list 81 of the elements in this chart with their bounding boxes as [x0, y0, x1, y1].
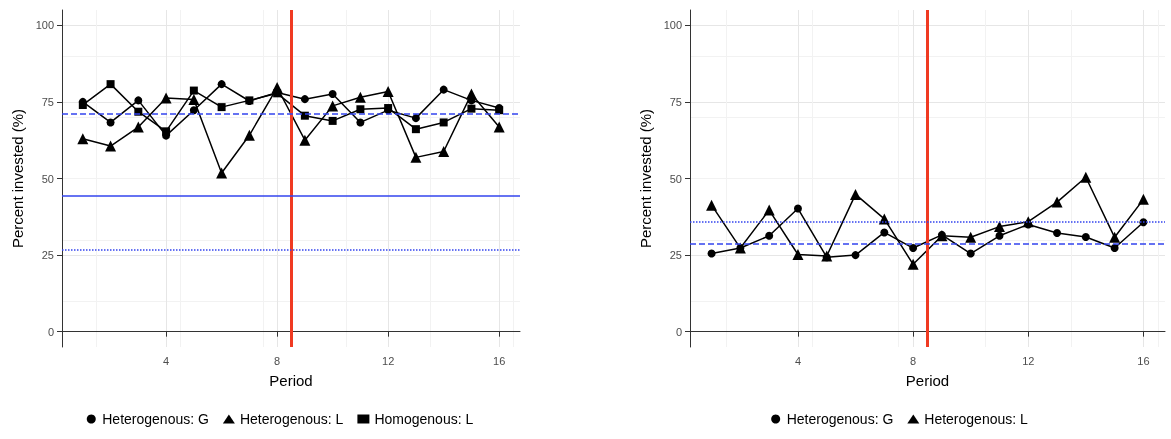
point — [1080, 171, 1092, 183]
x-tick-label: 8 — [910, 354, 917, 367]
y-tick-label: 50 — [669, 172, 682, 185]
x-tick-label: 16 — [1137, 354, 1150, 367]
legend-label: Heterogenous: G — [786, 411, 894, 427]
point — [327, 100, 339, 112]
point — [189, 86, 198, 95]
y-tick-label: 100 — [35, 19, 54, 32]
point — [243, 129, 255, 141]
y-tick-label: 100 — [663, 19, 682, 32]
point — [354, 91, 366, 103]
point — [105, 140, 117, 152]
y-tick-label: 75 — [41, 95, 54, 108]
point — [106, 80, 115, 89]
x-axis-title: Period — [905, 372, 950, 389]
point — [995, 231, 1004, 240]
point — [438, 146, 450, 158]
point — [493, 121, 505, 133]
point — [765, 231, 774, 240]
point — [411, 114, 420, 123]
point — [188, 93, 200, 105]
x-tick-label: 12 — [382, 354, 395, 367]
point — [356, 118, 365, 127]
legend-label: Heterogenous: L — [924, 411, 1029, 427]
x-tick-label: 12 — [1022, 354, 1035, 367]
point — [465, 88, 477, 100]
point — [467, 104, 476, 113]
point — [1053, 229, 1062, 238]
x-axis-title: Period — [269, 372, 313, 389]
point — [707, 249, 716, 258]
point — [850, 188, 862, 200]
point — [189, 106, 198, 115]
point — [1137, 193, 1149, 205]
point — [382, 85, 394, 97]
point — [216, 167, 228, 179]
point — [1081, 233, 1090, 242]
y-tick-label: 50 — [41, 172, 54, 185]
point — [1109, 231, 1121, 243]
y-tick-label: 0 — [47, 325, 54, 338]
point — [793, 204, 802, 213]
x-tick-label: 16 — [493, 354, 506, 367]
point — [439, 85, 448, 94]
y-axis-title: Percent invested (%) — [636, 108, 654, 249]
point — [300, 95, 309, 104]
point — [763, 204, 775, 216]
point — [851, 251, 860, 260]
point — [411, 125, 420, 134]
point — [880, 228, 889, 237]
y-tick-label: 0 — [675, 325, 682, 338]
point — [966, 249, 975, 258]
y-axis-title: Percent invested (%) — [8, 108, 26, 249]
point — [410, 151, 422, 163]
legend-label: Heterogenous: G — [102, 411, 209, 427]
point — [106, 118, 115, 127]
point — [328, 89, 337, 98]
point — [328, 116, 337, 125]
point — [439, 118, 448, 127]
legend-label: Heterogenous: L — [239, 411, 344, 427]
x-tick-label: 4 — [794, 354, 802, 367]
x-tick-label: 8 — [274, 354, 281, 367]
point — [299, 134, 311, 146]
y-tick-label: 25 — [669, 249, 682, 262]
point — [217, 103, 226, 112]
point — [217, 80, 226, 89]
point — [792, 248, 804, 260]
point — [1051, 196, 1063, 208]
point — [134, 96, 143, 105]
y-tick-label: 25 — [41, 249, 54, 262]
x-tick-label: 4 — [163, 354, 170, 367]
point — [356, 105, 365, 114]
point — [965, 231, 977, 243]
point — [706, 199, 718, 211]
y-tick-label: 75 — [669, 95, 682, 108]
point — [909, 244, 918, 253]
point — [993, 221, 1005, 233]
point — [162, 127, 171, 136]
legend-label: Homogenous: L — [374, 411, 474, 427]
point — [160, 92, 172, 104]
point — [132, 121, 144, 133]
point — [77, 133, 89, 145]
point — [907, 258, 919, 270]
